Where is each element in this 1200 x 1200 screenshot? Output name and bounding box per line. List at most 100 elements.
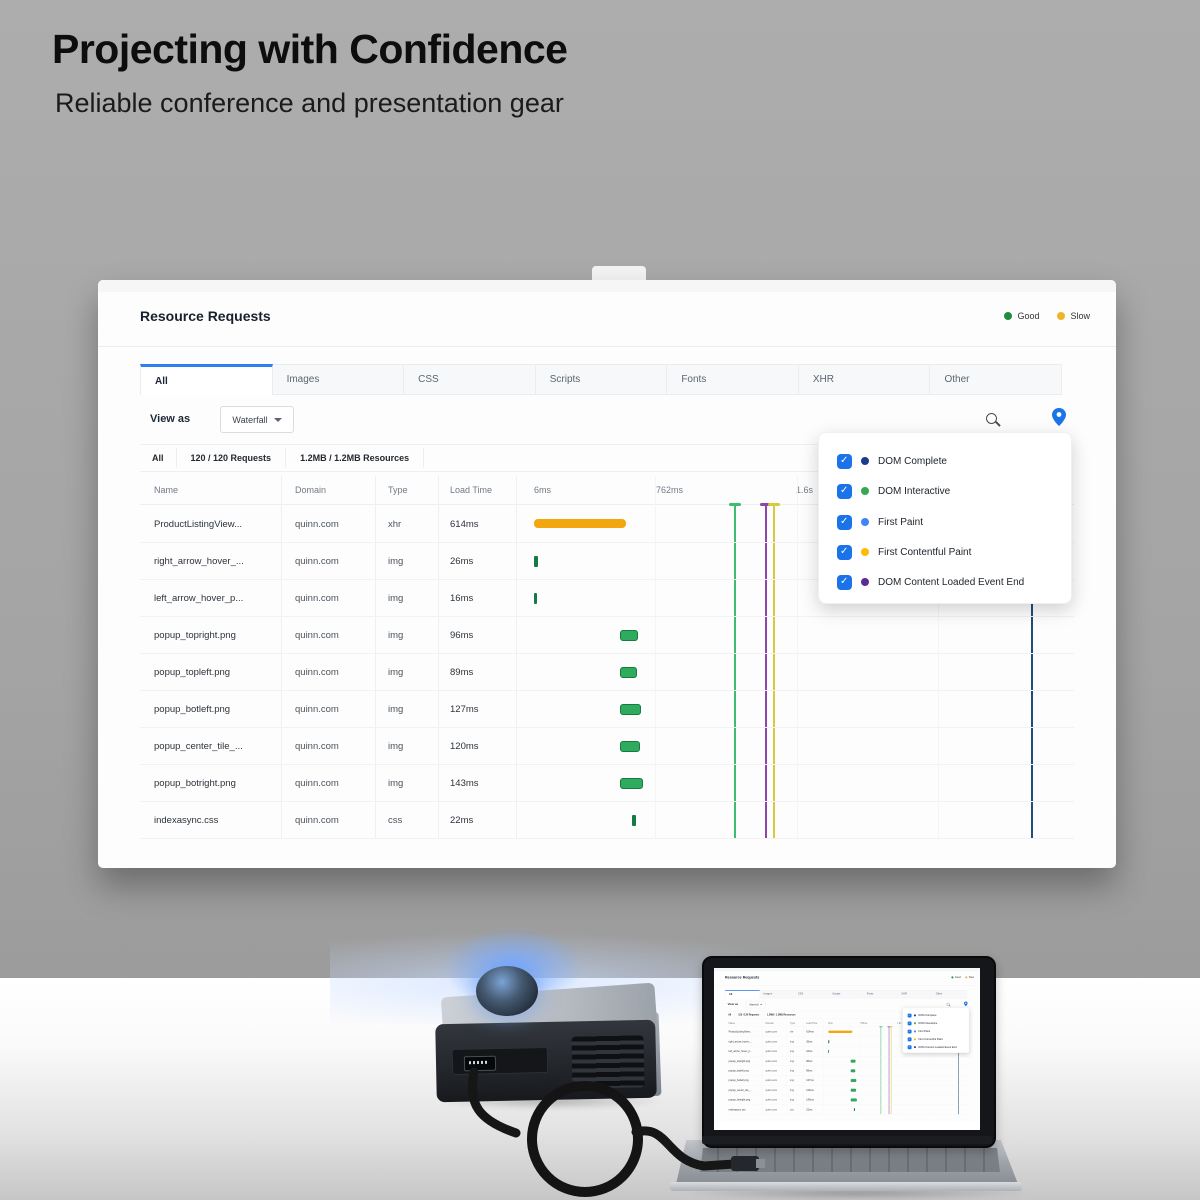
table-row[interactable]: popup_topright.png quinn.com img 96ms [725, 1056, 970, 1066]
tab-scripts[interactable]: Scripts [535, 364, 668, 395]
table-row[interactable]: left_arrow_hover_p... quinn.com img 16ms [725, 1047, 970, 1057]
tab-other[interactable]: Other [930, 364, 1063, 395]
table-row[interactable]: popup_topright.png quinn.com img 96ms [140, 617, 1074, 654]
tab-label: Scripts [549, 374, 581, 385]
col-load-time[interactable]: Load Time [806, 1021, 818, 1025]
laptop-keyboard[interactable] [700, 1148, 1000, 1172]
resource-type: img [789, 1088, 794, 1092]
legend-good: Good [951, 976, 961, 979]
marker-toggle-dom-content-loaded[interactable]: DOM Content Loaded Event End [907, 1045, 957, 1050]
checkbox-checked-icon[interactable] [907, 1045, 912, 1050]
checkbox-checked-icon[interactable] [907, 1029, 912, 1034]
tab-label: XHR [901, 992, 907, 996]
timeline-gridline [797, 476, 798, 838]
resource-domain: quinn.com [295, 741, 339, 752]
tab-css[interactable]: CSS [404, 364, 536, 395]
table-row[interactable]: popup_topleft.png quinn.com img 89ms [140, 654, 1074, 691]
checkbox-checked-icon[interactable] [837, 483, 852, 499]
marker-toggle-first-contentful-paint[interactable]: First Contentful Paint [907, 1037, 943, 1042]
resource-domain: quinn.com [295, 593, 339, 604]
marker-toggle-dom-interactive[interactable]: DOM Interactive [907, 1021, 937, 1026]
marker-label: First Contentful Paint [918, 1037, 943, 1041]
tab-xhr[interactable]: XHR [798, 364, 931, 395]
checkbox-checked-icon[interactable] [837, 514, 852, 530]
marker-toggle-dom-complete[interactable]: DOM Complete [907, 1013, 937, 1018]
resource-load-time: 22ms [806, 1108, 813, 1112]
table-row[interactable]: ProductListingView... quinn.com xhr 614m… [140, 506, 1074, 543]
col-domain[interactable]: Domain [295, 485, 327, 495]
resource-name: popup_topright.png [728, 1059, 751, 1063]
checkbox-checked-icon[interactable] [837, 453, 852, 469]
legend-slow-label: Slow [1070, 311, 1090, 321]
marker-toggle-dom-complete[interactable]: DOM Complete [837, 453, 947, 469]
tab-label: Images [286, 374, 320, 385]
location-pin-icon[interactable] [1052, 408, 1066, 426]
tab-scripts[interactable]: Scripts [828, 990, 864, 999]
table-row[interactable]: popup_botright.png quinn.com img 143ms [140, 765, 1074, 802]
time-tick-2: 1.6s [896, 1021, 902, 1025]
view-as-dropdown[interactable]: Waterfall [220, 406, 294, 433]
filter-scope[interactable]: All [152, 453, 164, 463]
marker-toggle-first-paint[interactable]: First Paint [837, 514, 923, 530]
timeline-gridline [655, 476, 656, 838]
checkbox-checked-icon[interactable] [837, 544, 852, 560]
col-name[interactable]: Name [728, 1021, 735, 1025]
waterfall-bar [850, 1079, 857, 1082]
tab-other[interactable]: Other [932, 990, 967, 999]
checkbox-checked-icon[interactable] [837, 574, 852, 590]
resource-domain: quinn.com [765, 1088, 778, 1092]
requests-table: ProductListingView... quinn.com xhr 614m… [725, 1027, 970, 1115]
resource-domain: quinn.com [765, 1050, 778, 1053]
tab-images[interactable]: Images [759, 990, 795, 999]
table-row[interactable]: popup_botleft.png quinn.com img 127ms [725, 1076, 970, 1086]
table-row[interactable]: popup_topleft.png quinn.com img 89ms [725, 1066, 970, 1076]
marker-toggle-first-paint[interactable]: First Paint [907, 1029, 930, 1034]
marker-toggle-dom-interactive[interactable]: DOM Interactive [837, 483, 950, 499]
col-domain[interactable]: Domain [765, 1021, 774, 1025]
tab-all[interactable]: All [140, 364, 273, 395]
resource-type: xhr [789, 1030, 794, 1034]
table-row[interactable]: popup_center_tile_... quinn.com img 120m… [140, 728, 1074, 765]
table-row[interactable]: popup_botright.png quinn.com img 143ms [725, 1095, 970, 1105]
resource-domain: quinn.com [295, 667, 339, 678]
search-icon[interactable] [946, 1002, 950, 1006]
resource-domain: quinn.com [295, 630, 339, 641]
checkbox-checked-icon[interactable] [907, 1037, 912, 1042]
tab-all[interactable]: All [725, 990, 760, 999]
table-row[interactable]: indexasync.css quinn.com css 22ms [140, 802, 1074, 839]
col-type[interactable]: Type [388, 485, 408, 495]
tab-images[interactable]: Images [272, 364, 405, 395]
col-name[interactable]: Name [154, 485, 179, 495]
search-icon[interactable] [986, 413, 997, 424]
table-row[interactable]: indexasync.css quinn.com css 22ms [725, 1105, 970, 1115]
resource-type: img [388, 778, 404, 789]
location-pin-icon[interactable] [963, 1001, 968, 1007]
table-row[interactable]: ProductListingView... quinn.com xhr 614m… [725, 1027, 970, 1037]
table-row[interactable]: popup_center_tile_... quinn.com img 120m… [725, 1085, 970, 1096]
table-row[interactable]: left_arrow_hover_p... quinn.com img 16ms [140, 580, 1074, 617]
col-load-time[interactable]: Load Time [450, 485, 493, 495]
tab-xhr[interactable]: XHR [897, 990, 933, 999]
checkbox-checked-icon[interactable] [907, 1013, 912, 1018]
resource-load-time: 143ms [806, 1098, 814, 1102]
col-type[interactable]: Type [789, 1021, 796, 1025]
resource-domain: quinn.com [765, 1108, 778, 1112]
tab-fonts[interactable]: Fonts [667, 364, 799, 395]
tab-css[interactable]: CSS [794, 990, 829, 999]
checkbox-checked-icon[interactable] [907, 1021, 912, 1026]
resource-name: indexasync.css [154, 815, 219, 826]
resource-load-time: 96ms [450, 630, 474, 641]
resource-name: popup_botright.png [728, 1098, 751, 1102]
laptop-screen-content: Resource Requests Good Slow All Images C… [714, 968, 980, 1130]
filter-scope[interactable]: All [728, 1013, 732, 1016]
table-row[interactable]: right_arrow_hover_... quinn.com img 26ms [140, 543, 1074, 580]
panel-title: Resource Requests [725, 975, 760, 980]
marker-toggle-first-contentful-paint[interactable]: First Contentful Paint [837, 544, 971, 560]
view-as-dropdown[interactable]: Waterfall [745, 1001, 766, 1009]
marker-label: DOM Complete [918, 1013, 937, 1017]
table-row[interactable]: popup_botleft.png quinn.com img 127ms [140, 691, 1074, 728]
tab-label: Images [763, 992, 773, 996]
table-row[interactable]: right_arrow_hover_... quinn.com img 26ms [725, 1037, 970, 1047]
marker-toggle-dom-content-loaded[interactable]: DOM Content Loaded Event End [837, 574, 1024, 590]
tab-fonts[interactable]: Fonts [863, 990, 898, 999]
